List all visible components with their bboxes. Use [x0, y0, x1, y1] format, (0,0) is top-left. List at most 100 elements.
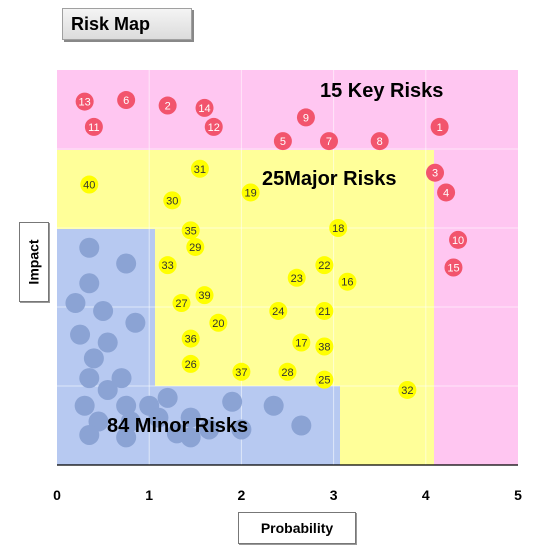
major-risk-label: 23 — [291, 273, 303, 285]
major-risk-label: 18 — [332, 223, 344, 235]
minor-risk-point — [263, 395, 284, 416]
minor-risk-point — [291, 415, 312, 436]
major-risk-point: 39 — [195, 286, 214, 305]
major-risk-label: 26 — [185, 359, 197, 371]
major-risk-marker — [315, 370, 334, 389]
x-axis-label: Probability — [238, 512, 356, 544]
minor-risk-point — [125, 312, 146, 333]
major-risk-marker — [278, 362, 297, 381]
major-risk-marker — [163, 191, 182, 210]
major-risk-marker — [241, 183, 260, 202]
key-risk-label: 8 — [377, 136, 383, 148]
major-risk-point: 36 — [181, 329, 200, 348]
major-risk-point: 19 — [241, 183, 260, 202]
minor-risk-point — [79, 424, 100, 445]
major-risk-marker — [315, 337, 334, 356]
region-label-key: 15 Key Risks — [320, 80, 443, 102]
major-risk-label: 30 — [166, 195, 178, 207]
key-risk-label: 10 — [452, 235, 464, 247]
major-risk-point: 23 — [287, 268, 306, 287]
key-risk-point: 5 — [273, 132, 292, 151]
major-risk-marker — [315, 256, 334, 275]
minor-risk-point — [180, 427, 201, 448]
major-risk-marker — [287, 268, 306, 287]
minor-risk-point — [97, 379, 118, 400]
x-tick-label: 2 — [238, 487, 246, 503]
major-risk-label: 40 — [83, 180, 95, 192]
major-risk-label: 25 — [318, 375, 330, 387]
major-risk-marker — [209, 313, 228, 332]
major-risk-marker — [329, 219, 348, 237]
minor-risk-point — [79, 368, 100, 389]
key-risk-label: 4 — [443, 187, 449, 199]
major-risk-point: 32 — [398, 380, 417, 399]
key-risk-marker — [319, 132, 338, 151]
key-risk-marker — [430, 117, 449, 136]
key-risk-point: 9 — [296, 108, 315, 127]
major-risk-point: 21 — [315, 301, 334, 320]
key-risk-marker — [296, 108, 315, 127]
x-tick-label: 1 — [145, 487, 153, 503]
major-risk-marker — [269, 301, 288, 320]
x-tick-label: 0 — [53, 487, 61, 503]
major-risk-point: 16 — [338, 272, 357, 291]
key-risk-point: 10 — [449, 230, 468, 249]
x-tick-label: 5 — [514, 487, 522, 503]
minor-risk-point — [180, 407, 201, 428]
minor-risk-point — [83, 348, 104, 369]
minor-risk-point — [74, 395, 95, 416]
minor-risk-point — [116, 253, 137, 274]
major-risk-marker — [158, 256, 177, 275]
minor-risk-point — [148, 407, 169, 428]
minor-risk-point — [222, 391, 243, 412]
key-risk-label: 5 — [280, 136, 286, 148]
key-risk-marker — [437, 183, 456, 202]
chart-title: Risk Map — [62, 8, 192, 40]
major-risk-point: 26 — [181, 354, 200, 373]
major-risk-label: 32 — [401, 385, 413, 397]
major-risk-marker — [181, 221, 200, 240]
minor-risk-point — [120, 411, 141, 432]
key-risk-marker — [449, 230, 468, 249]
major-risk-label: 27 — [175, 298, 187, 310]
x-tick-labels: 0 1 2 3 4 5 — [53, 487, 522, 503]
major-risk-marker — [232, 362, 251, 381]
major-risk-point: 24 — [269, 301, 288, 320]
minor-risk-point — [65, 293, 86, 314]
key-risk-point: 7 — [319, 132, 338, 151]
major-risk-marker — [338, 272, 357, 291]
minor-risk-point — [199, 419, 220, 440]
major-risk-label: 36 — [185, 334, 197, 346]
key-risk-point: 14 — [195, 98, 214, 117]
minor-risk-point — [93, 300, 114, 321]
major-risk-label: 17 — [295, 338, 307, 350]
major-risk-point: 38 — [315, 337, 334, 356]
key-risk-point: 2 — [158, 96, 177, 115]
key-risk-point: 3 — [426, 163, 445, 182]
key-risk-label: 15 — [447, 263, 459, 275]
major-risk-label: 24 — [272, 306, 284, 318]
major-risk-label: 35 — [185, 225, 197, 237]
minor-risk-point — [116, 395, 137, 416]
major-risk-label: 37 — [235, 367, 247, 379]
key-risk-label: 12 — [208, 122, 220, 134]
major-risk-marker — [190, 159, 209, 178]
major-risk-point: 28 — [278, 362, 297, 381]
key-risk-marker — [204, 117, 223, 136]
key-risk-point: 1 — [430, 117, 449, 136]
minor-risk-point — [116, 427, 137, 448]
key-risk-label: 3 — [432, 168, 438, 180]
major-risk-point: 30 — [163, 191, 182, 210]
key-risk-label: 9 — [303, 112, 309, 124]
key-risk-point: 11 — [84, 117, 103, 136]
key-risk-point: 4 — [437, 183, 456, 202]
key-risk-marker — [117, 91, 136, 110]
major-risk-marker — [172, 294, 191, 313]
key-risk-label: 14 — [198, 103, 210, 115]
key-risk-marker — [426, 163, 445, 182]
major-risk-label: 16 — [341, 277, 353, 289]
major-risk-point: 31 — [190, 159, 209, 178]
major-risk-marker — [195, 286, 214, 305]
minor-risk-point — [70, 324, 91, 345]
